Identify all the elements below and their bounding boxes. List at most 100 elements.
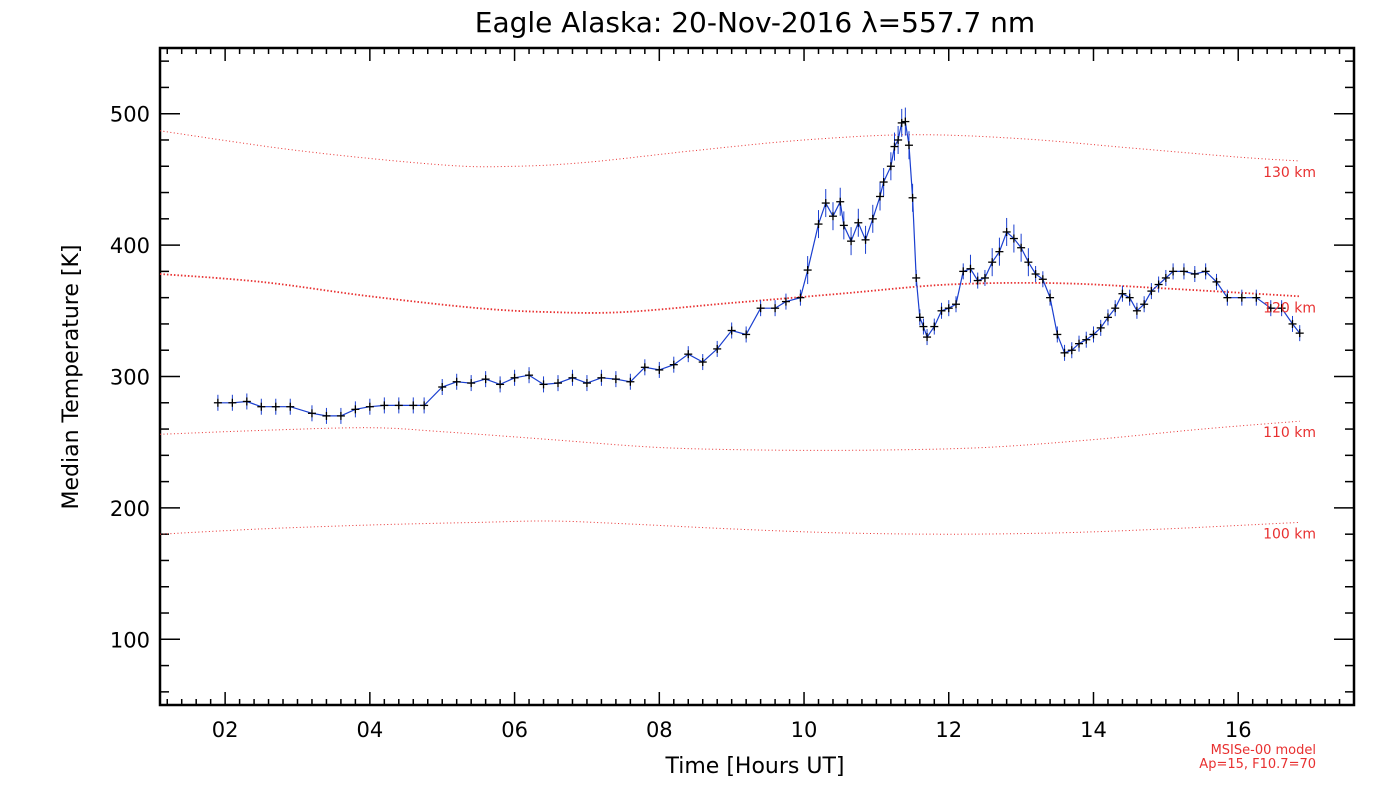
data-point [1223, 293, 1232, 302]
data-point [1031, 270, 1040, 279]
data-point [438, 383, 447, 392]
data-point [1147, 287, 1156, 296]
model-label: 100 km [1263, 526, 1316, 542]
data-point [380, 401, 389, 410]
data-point [861, 235, 870, 244]
data-point [655, 365, 664, 374]
chart-title: Eagle Alaska: 20-Nov-2016 λ=557.7 nm [475, 6, 1035, 39]
data-point [394, 401, 403, 410]
data-point [944, 304, 953, 313]
data-point [781, 297, 790, 306]
data-point [510, 373, 519, 382]
data-point [937, 306, 946, 315]
data-point [1179, 267, 1188, 276]
data-point [988, 258, 997, 267]
y-tick-label: 300 [110, 366, 150, 390]
data-point [213, 398, 222, 407]
model-note: MSISe-00 model [1211, 743, 1316, 758]
data-point [307, 409, 316, 418]
data-point [1024, 258, 1033, 267]
model-label: 130 km [1263, 165, 1316, 181]
data-point [611, 375, 620, 384]
data-point [1060, 348, 1069, 357]
data-point [742, 330, 751, 339]
y-tick-label: 200 [110, 497, 150, 521]
x-tick-label: 06 [501, 718, 528, 742]
model-curve-110-km [159, 420, 1300, 451]
data-point [228, 398, 237, 407]
data-point [1288, 319, 1297, 328]
data-point [698, 358, 707, 367]
data-point [771, 304, 780, 313]
model-curve-120-km [159, 273, 1300, 314]
data-point [756, 304, 765, 313]
data-point [1132, 306, 1141, 315]
x-axis-label: Time [Hours UT] [665, 754, 845, 779]
data-point [1009, 234, 1018, 243]
data-point [952, 300, 960, 309]
data-point [912, 273, 921, 282]
x-tick-label: 02 [212, 718, 239, 742]
data-point [365, 402, 374, 411]
data-point [1118, 289, 1127, 298]
data-point [904, 141, 913, 150]
model-curve-100-km [159, 520, 1300, 535]
data-point [582, 379, 591, 388]
y-tick-label: 500 [110, 103, 150, 127]
model-params-note: Ap=15, F10.7=70 [1199, 757, 1316, 772]
data-point [467, 379, 476, 388]
data-point [640, 363, 649, 372]
data-point [1103, 313, 1112, 322]
data-point [1111, 304, 1120, 313]
data-point [1046, 293, 1055, 302]
data-point [966, 264, 975, 273]
data-point [409, 401, 418, 410]
data-point [626, 377, 635, 386]
data-point [1067, 346, 1076, 355]
data-point [539, 380, 548, 389]
data-point [930, 322, 939, 331]
data-point [727, 326, 736, 335]
data-point [322, 411, 331, 420]
data-point [1154, 280, 1163, 289]
data-point [286, 402, 295, 411]
data-point [814, 220, 823, 229]
model-label: 110 km [1263, 425, 1316, 441]
data-point [1089, 330, 1098, 339]
data-point [828, 212, 837, 221]
data-point [915, 313, 924, 322]
data-point [554, 379, 562, 388]
data-point [803, 266, 812, 275]
data-point [351, 405, 360, 414]
plot-frame [158, 46, 1356, 707]
data-point [336, 411, 345, 420]
x-tick-label: 12 [935, 718, 962, 742]
tick-labels: 02 04 06 08 10 12 14 16 100 200 300 400 500 [110, 103, 1252, 742]
data-point [894, 135, 903, 144]
data-point [242, 397, 251, 406]
data-point [684, 350, 693, 359]
data-point [568, 373, 577, 382]
y-axis-label: Median Temperature [K] [59, 245, 84, 510]
data-point [597, 373, 606, 382]
data-point [886, 162, 895, 171]
data-point [1096, 323, 1105, 332]
x-tick-label: 04 [356, 718, 383, 742]
data-point [420, 401, 429, 410]
data-point [836, 197, 845, 206]
data-point [1082, 335, 1091, 344]
x-tick-label: 08 [646, 718, 673, 742]
y-tick-label: 100 [110, 628, 150, 652]
data-point [879, 178, 888, 187]
data-point [796, 293, 805, 302]
data-point [868, 214, 877, 223]
data-point [876, 192, 885, 201]
x-tick-label: 16 [1225, 718, 1252, 742]
data-point [980, 273, 989, 282]
data-point [452, 377, 461, 386]
data-point [525, 371, 534, 380]
data-point [901, 117, 910, 126]
data-point [496, 380, 505, 389]
data-point [1125, 293, 1134, 302]
